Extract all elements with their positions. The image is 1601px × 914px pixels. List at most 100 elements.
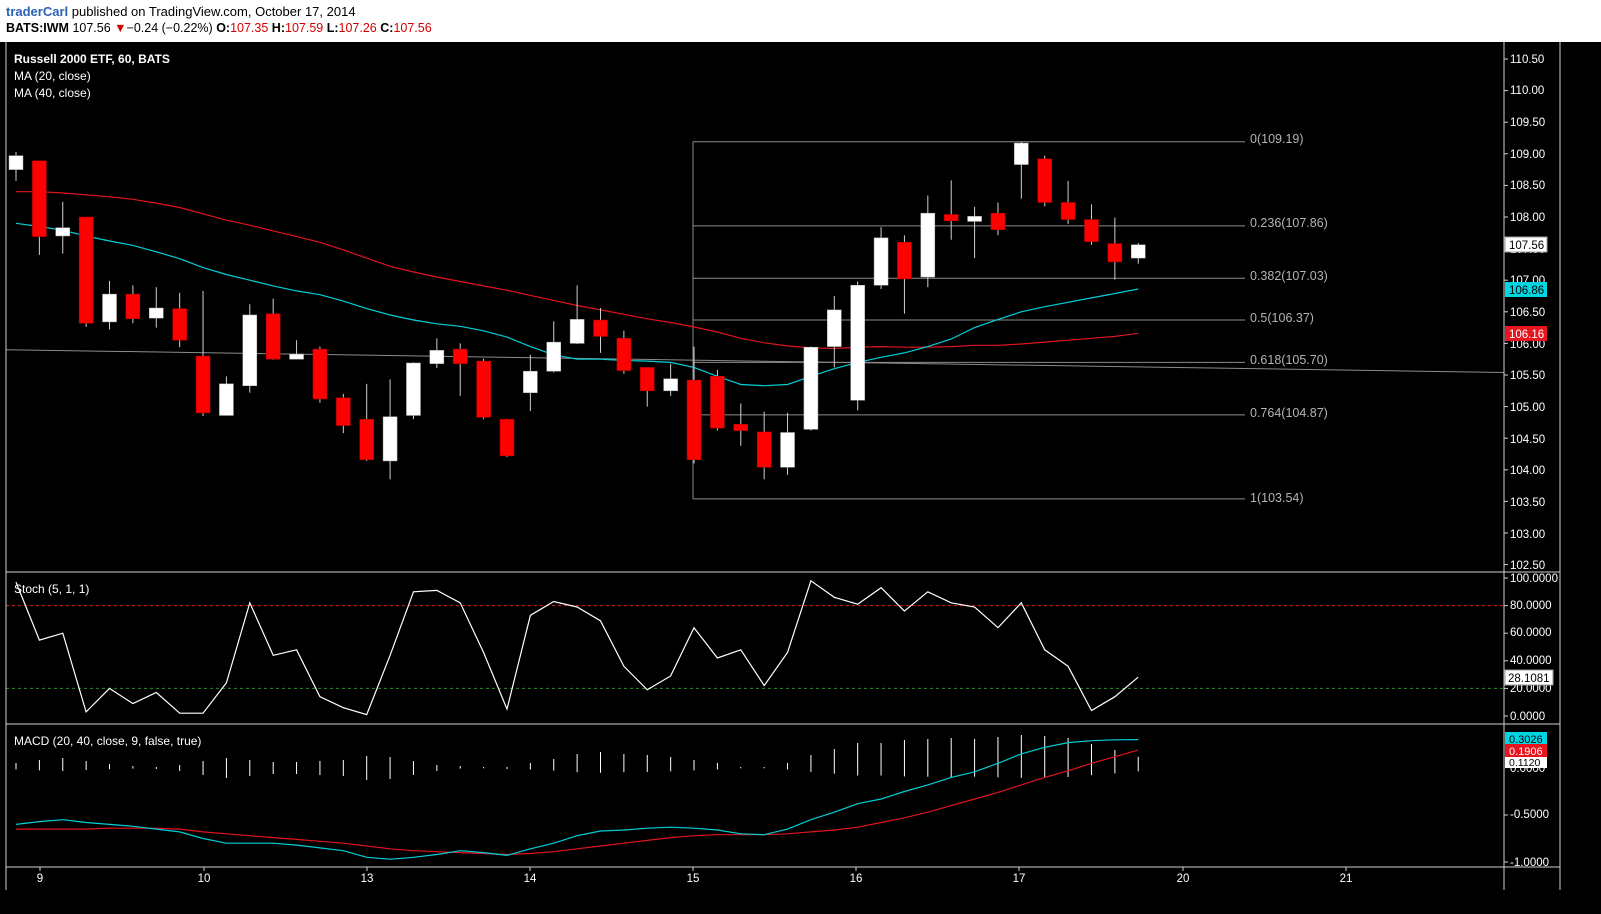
- candle: [499, 418, 515, 458]
- price-tick: 110.00: [1510, 85, 1544, 97]
- candle-body-up: [8, 155, 24, 170]
- candle-body-up: [219, 383, 234, 416]
- macd-tick: -1.0000: [1510, 857, 1549, 869]
- price-tick: 104.00: [1510, 465, 1545, 477]
- stoch-legend[interactable]: Stoch (5, 1, 1): [14, 582, 89, 596]
- candle: [149, 287, 164, 328]
- time-label: 10: [198, 873, 211, 885]
- candle-body-down: [640, 367, 655, 392]
- candle-body-up: [967, 216, 982, 222]
- candle: [382, 379, 398, 480]
- candle: [406, 362, 421, 420]
- stoch-tick: 60.0000: [1510, 627, 1552, 639]
- price-tick: 110.50: [1510, 54, 1544, 66]
- candle: [289, 340, 304, 360]
- time-label: 16: [850, 873, 863, 885]
- candle-body-up: [780, 432, 795, 468]
- candle: [125, 285, 141, 324]
- price-tick: 105.00: [1510, 402, 1545, 414]
- price-tick: 109.50: [1510, 117, 1545, 129]
- fib-label-0764: 0.764(104.87): [1250, 406, 1328, 420]
- stoch-value-badge: [1504, 669, 1554, 686]
- fib-label-0618: 0.618(105.70): [1250, 353, 1328, 367]
- time-label: 14: [524, 873, 537, 885]
- close-value: 107.56: [393, 21, 432, 35]
- macd-pane[interactable]: [15, 735, 1139, 860]
- last-price-badge-text: 107.56: [1509, 240, 1544, 252]
- low-value: 107.26: [338, 21, 377, 35]
- candle-body-down: [710, 376, 725, 429]
- candle: [78, 216, 94, 327]
- candle-body-down: [1037, 158, 1052, 203]
- histogram-value-badge-text: 0.1120: [1509, 757, 1540, 769]
- candle: [32, 160, 47, 255]
- candle-body-down: [990, 212, 1006, 230]
- candle: [8, 151, 24, 181]
- open-value: 107.35: [230, 21, 269, 35]
- candle: [242, 304, 258, 393]
- publish-info: traderCarl published on TradingView.com,…: [6, 4, 356, 19]
- candle: [102, 280, 117, 330]
- fib-label-0382: 0.382(107.03): [1250, 269, 1328, 283]
- candle-body-up: [149, 307, 164, 319]
- candle-body-down: [897, 242, 912, 280]
- time-label: 17: [1013, 873, 1026, 885]
- ma20-badge: [1505, 282, 1547, 297]
- stoch-tick: 80.0000: [1510, 600, 1552, 612]
- candle: [476, 358, 491, 420]
- candle: [1037, 155, 1052, 207]
- candle: [546, 321, 561, 373]
- candle-body-down: [1084, 219, 1099, 242]
- ma20-badge-text: 106.86: [1509, 285, 1544, 297]
- candle-body-down: [125, 293, 141, 320]
- chart-background: [0, 42, 1601, 914]
- candle: [710, 369, 725, 431]
- ma20-legend[interactable]: MA (20, close): [14, 69, 91, 83]
- candle-body-down: [1107, 243, 1123, 263]
- candle: [429, 338, 445, 369]
- candle: [640, 367, 655, 407]
- time-axis[interactable]: 9 10 13 14 15 16 17 20 21: [37, 873, 1353, 885]
- candle: [920, 195, 936, 288]
- price-tick: 108.00: [1510, 212, 1545, 224]
- stoch-tick: 20.0000: [1510, 683, 1552, 695]
- symbol-label: BATS:IWM: [6, 21, 69, 35]
- candle-body-down: [476, 360, 491, 418]
- stoch-scale[interactable]: 100.0000 80.0000 60.0000 40.0000 20.0000…: [1510, 573, 1558, 723]
- ma40-legend[interactable]: MA (40, close): [14, 86, 91, 100]
- candle-body-up: [803, 346, 819, 430]
- price-tick: 105.50: [1510, 370, 1545, 382]
- candle: [967, 206, 982, 259]
- signal-value-badge-text: 0.1906: [1509, 746, 1543, 758]
- candle: [569, 285, 585, 345]
- candle-body-up: [55, 227, 71, 237]
- candle: [686, 346, 702, 464]
- chart-title: Russell 2000 ETF, 60, BATS: [14, 52, 170, 66]
- candle: [452, 343, 468, 396]
- ma40-badge: [1505, 326, 1547, 341]
- high-value: 107.59: [285, 21, 324, 35]
- last-price: 107.56: [72, 21, 111, 35]
- candle: [873, 227, 889, 290]
- axes-layer: [5, 42, 1561, 890]
- macd-line: [15, 738, 1139, 860]
- candle-body-down: [265, 313, 281, 360]
- candle: [663, 363, 678, 396]
- low-label: L:: [326, 21, 339, 35]
- time-label: 21: [1340, 873, 1353, 885]
- candle: [1130, 242, 1146, 264]
- close-label: C:: [380, 21, 394, 35]
- open-label: O:: [216, 21, 231, 35]
- macd-legend[interactable]: MACD (20, 40, close, 9, false, true): [14, 734, 201, 748]
- author-link[interactable]: traderCarl: [6, 4, 69, 19]
- candle: [803, 346, 819, 431]
- candle-body-up: [429, 350, 445, 364]
- price-tick: 102.50: [1510, 560, 1545, 572]
- chart-canvas[interactable]: Russell 2000 ETF, 60, BATS MA (20, close…: [0, 42, 1601, 914]
- stoch-line: [15, 579, 1139, 716]
- ma20-line: [15, 222, 1139, 387]
- stochastic-pane[interactable]: [6, 579, 1504, 716]
- price-pane[interactable]: [5, 141, 1505, 500]
- candle-body-up: [827, 309, 842, 347]
- candle-body-down: [616, 338, 632, 371]
